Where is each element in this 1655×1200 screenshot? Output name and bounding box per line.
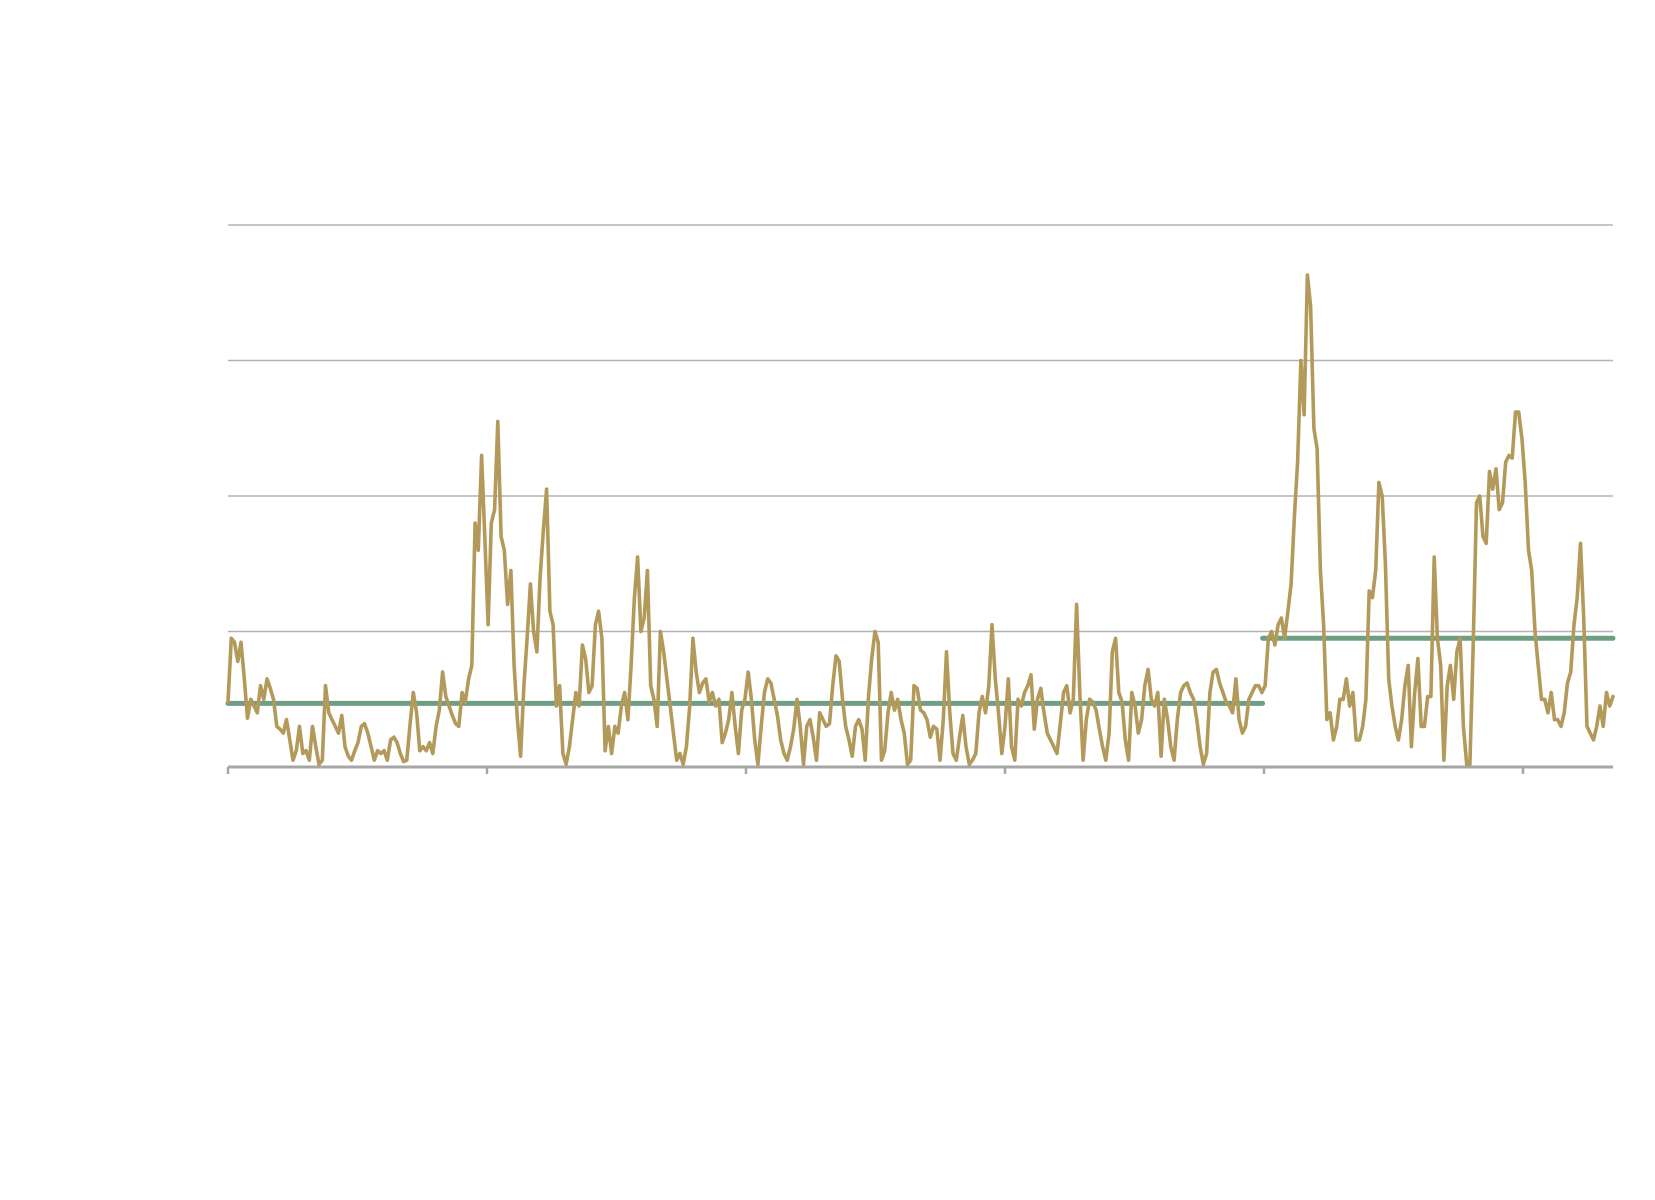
series-line-0 xyxy=(226,273,1615,767)
x-axis xyxy=(226,765,1613,774)
series-layer xyxy=(226,273,1615,767)
gridlines xyxy=(228,224,1613,633)
